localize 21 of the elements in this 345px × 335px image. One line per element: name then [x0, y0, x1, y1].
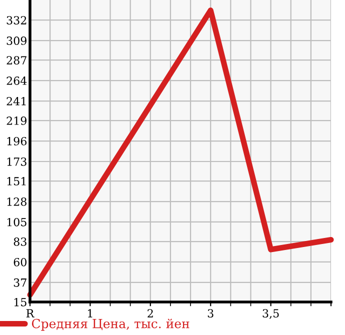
- x-tick-label: 3: [208, 309, 214, 318]
- legend-label: Средняя Цена, тыс. йен: [32, 318, 190, 331]
- y-tick-label: 332: [6, 16, 26, 24]
- x-tick-label: 3,5: [262, 309, 279, 319]
- x-tick-label: 2: [148, 309, 153, 318]
- y-tick-label: 60: [14, 258, 26, 266]
- y-tick-label: 151: [7, 177, 26, 186]
- x-tick-label: 1: [88, 309, 92, 318]
- y-tick-label: 264: [6, 76, 27, 85]
- y-tick-label: 287: [6, 56, 26, 64]
- y-tick-label: 241: [6, 96, 26, 106]
- y-tick-label: 173: [7, 157, 26, 166]
- y-tick-label: 196: [7, 137, 27, 146]
- y-tick-label: 219: [6, 116, 26, 125]
- y-tick-label: 15: [14, 298, 26, 306]
- x-tick-label: R: [26, 309, 34, 318]
- y-tick-label: 37: [14, 278, 26, 287]
- y-tick-label: 83: [14, 238, 26, 246]
- y-tick-label: 309: [6, 36, 26, 45]
- y-tick-label: 128: [7, 197, 26, 206]
- y-tick-label: 105: [7, 218, 26, 226]
